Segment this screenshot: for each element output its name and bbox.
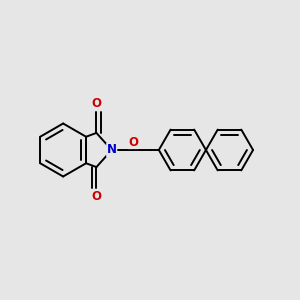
Text: O: O [92,190,101,203]
Text: O: O [92,97,101,110]
Text: N: N [107,143,117,157]
Text: O: O [128,136,138,148]
